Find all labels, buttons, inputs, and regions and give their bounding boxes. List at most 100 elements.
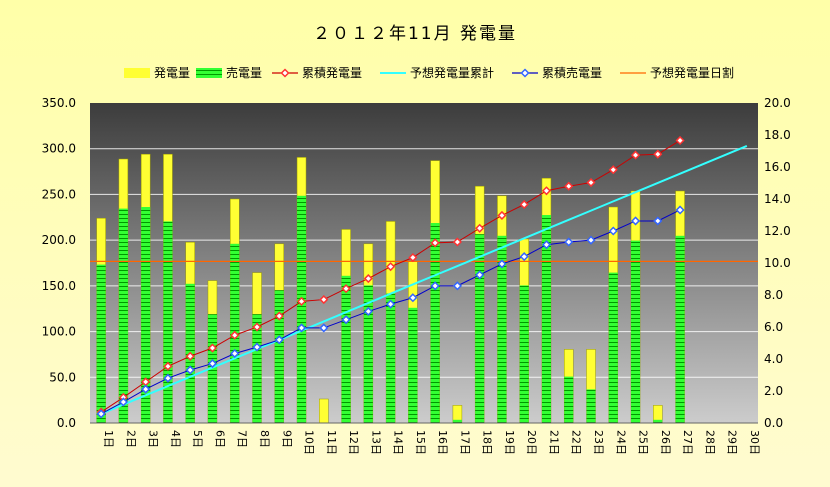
bar-sold bbox=[675, 235, 685, 423]
marker-cumulative-generation bbox=[274, 311, 284, 321]
left-tick-label: 100.0 bbox=[42, 325, 76, 339]
bar-sold bbox=[653, 419, 663, 423]
category-label: 1日 bbox=[102, 430, 115, 448]
marker-cumulative-sold bbox=[296, 323, 307, 333]
marker-cumulative-sold bbox=[96, 409, 106, 419]
marker-cumulative-sold bbox=[608, 226, 618, 236]
left-axis-ticks: 0.0 50.0 100.0 150.0 200.0 250.0 300.0 350.0 bbox=[42, 96, 76, 430]
category-label: 22日 bbox=[570, 430, 583, 455]
category-label: 18日 bbox=[481, 430, 494, 455]
legend-label: 累積売電量 bbox=[542, 65, 602, 80]
category-label: 8日 bbox=[258, 430, 271, 448]
marker-cumulative-sold bbox=[430, 281, 440, 291]
category-label: 5日 bbox=[191, 430, 204, 448]
marker-cumulative-sold bbox=[564, 237, 574, 247]
legend-label: 発電量 bbox=[154, 66, 190, 80]
legend-label: 予想発電量日割 bbox=[650, 65, 734, 80]
category-label: 28日 bbox=[703, 430, 716, 455]
marker-cumulative-generation bbox=[386, 262, 396, 272]
bar-sold bbox=[297, 195, 307, 423]
marker-cumulative-generation bbox=[675, 135, 685, 146]
category-label: 24日 bbox=[614, 430, 627, 455]
category-label: 10日 bbox=[303, 430, 316, 455]
category-label: 9日 bbox=[280, 430, 293, 448]
marker-cumulative-generation bbox=[452, 237, 462, 247]
category-label: 15日 bbox=[414, 430, 427, 455]
left-tick-label: 300.0 bbox=[42, 142, 76, 156]
right-tick-label: 8.0 bbox=[764, 288, 783, 302]
right-tick-label: 2.0 bbox=[764, 384, 783, 398]
bar-sold bbox=[274, 290, 284, 423]
marker-cumulative-sold bbox=[586, 235, 596, 245]
marker-cumulative-sold bbox=[363, 306, 373, 317]
marker-cumulative-sold bbox=[319, 323, 329, 333]
marker-cumulative-generation bbox=[564, 181, 574, 191]
marker-cumulative-generation bbox=[341, 284, 351, 294]
legend: 発電量 売電量 累積発電量 予想発電量累計 累積売電量 予想発電量日割 bbox=[124, 65, 734, 80]
left-tick-label: 200.0 bbox=[42, 233, 76, 247]
marker-cumulative-generation bbox=[475, 223, 485, 233]
legend-label: 売電量 bbox=[226, 65, 262, 80]
marker-cumulative-sold bbox=[408, 293, 418, 303]
marker-cumulative-generation bbox=[163, 361, 173, 371]
marker-cumulative-sold bbox=[207, 359, 218, 369]
marker-cumulative-sold bbox=[274, 335, 284, 345]
bar-sold bbox=[541, 215, 551, 423]
left-tick-label: 150.0 bbox=[42, 279, 76, 293]
category-label: 3日 bbox=[147, 430, 160, 448]
right-axis-ticks: 0.0 2.0 4.0 6.0 8.0 10.0 12.0 14.0 16.0 18.0 20.0 bbox=[764, 96, 791, 430]
right-tick-label: 12.0 bbox=[764, 224, 791, 238]
category-label: 29日 bbox=[726, 430, 739, 455]
category-label: 13日 bbox=[369, 430, 382, 455]
legend-label: 予想発電量累計 bbox=[410, 65, 494, 80]
plot-area bbox=[90, 103, 758, 423]
marker-cumulative-generation bbox=[252, 322, 262, 332]
marker-cumulative-generation bbox=[430, 238, 440, 248]
marker-cumulative-sold bbox=[185, 365, 195, 375]
bar-sold bbox=[141, 207, 151, 423]
marker-cumulative-sold bbox=[630, 216, 641, 226]
category-label: 17日 bbox=[458, 430, 471, 455]
legend-marker bbox=[520, 68, 530, 78]
line-forecast-cumulative bbox=[100, 145, 748, 415]
marker-cumulative-generation bbox=[319, 295, 329, 305]
legend-label: 累積発電量 bbox=[302, 65, 362, 80]
bar-sold bbox=[252, 314, 262, 423]
marker-cumulative-sold bbox=[341, 315, 351, 325]
category-label: 6日 bbox=[213, 430, 226, 448]
marker-cumulative-generation bbox=[608, 165, 618, 175]
marker-cumulative-sold bbox=[452, 281, 462, 291]
left-tick-label: 0.0 bbox=[57, 416, 76, 430]
marker-cumulative-generation bbox=[207, 343, 218, 353]
category-label: 11日 bbox=[325, 430, 338, 455]
right-tick-label: 4.0 bbox=[764, 352, 783, 366]
bar-sold bbox=[631, 240, 641, 423]
marker-cumulative-generation bbox=[230, 330, 240, 340]
marker-cumulative-sold bbox=[230, 348, 240, 359]
category-label: 7日 bbox=[236, 430, 249, 448]
left-tick-label: 50.0 bbox=[49, 370, 76, 384]
marker-cumulative-sold bbox=[653, 216, 663, 226]
legend-swatch bbox=[196, 68, 222, 78]
category-label: 19日 bbox=[503, 430, 516, 455]
bar-sold bbox=[519, 285, 529, 423]
category-label: 14日 bbox=[392, 430, 405, 455]
category-label: 12日 bbox=[347, 430, 360, 455]
legend-swatch bbox=[124, 68, 150, 78]
marker-cumulative-sold bbox=[497, 259, 507, 269]
marker-cumulative-generation bbox=[630, 150, 641, 160]
left-tick-label: 350.0 bbox=[42, 96, 76, 110]
bar-sold bbox=[341, 275, 351, 423]
marker-cumulative-generation bbox=[519, 199, 529, 210]
bar-sold bbox=[608, 272, 618, 423]
marker-cumulative-generation bbox=[296, 296, 307, 306]
marker-cumulative-sold bbox=[141, 384, 151, 394]
category-label: 30日 bbox=[748, 430, 761, 455]
category-label: 2日 bbox=[124, 430, 137, 448]
bar-sold bbox=[386, 293, 396, 423]
marker-cumulative-generation bbox=[586, 177, 596, 188]
marker-cumulative-generation bbox=[653, 149, 663, 159]
bar-sold bbox=[475, 234, 485, 423]
